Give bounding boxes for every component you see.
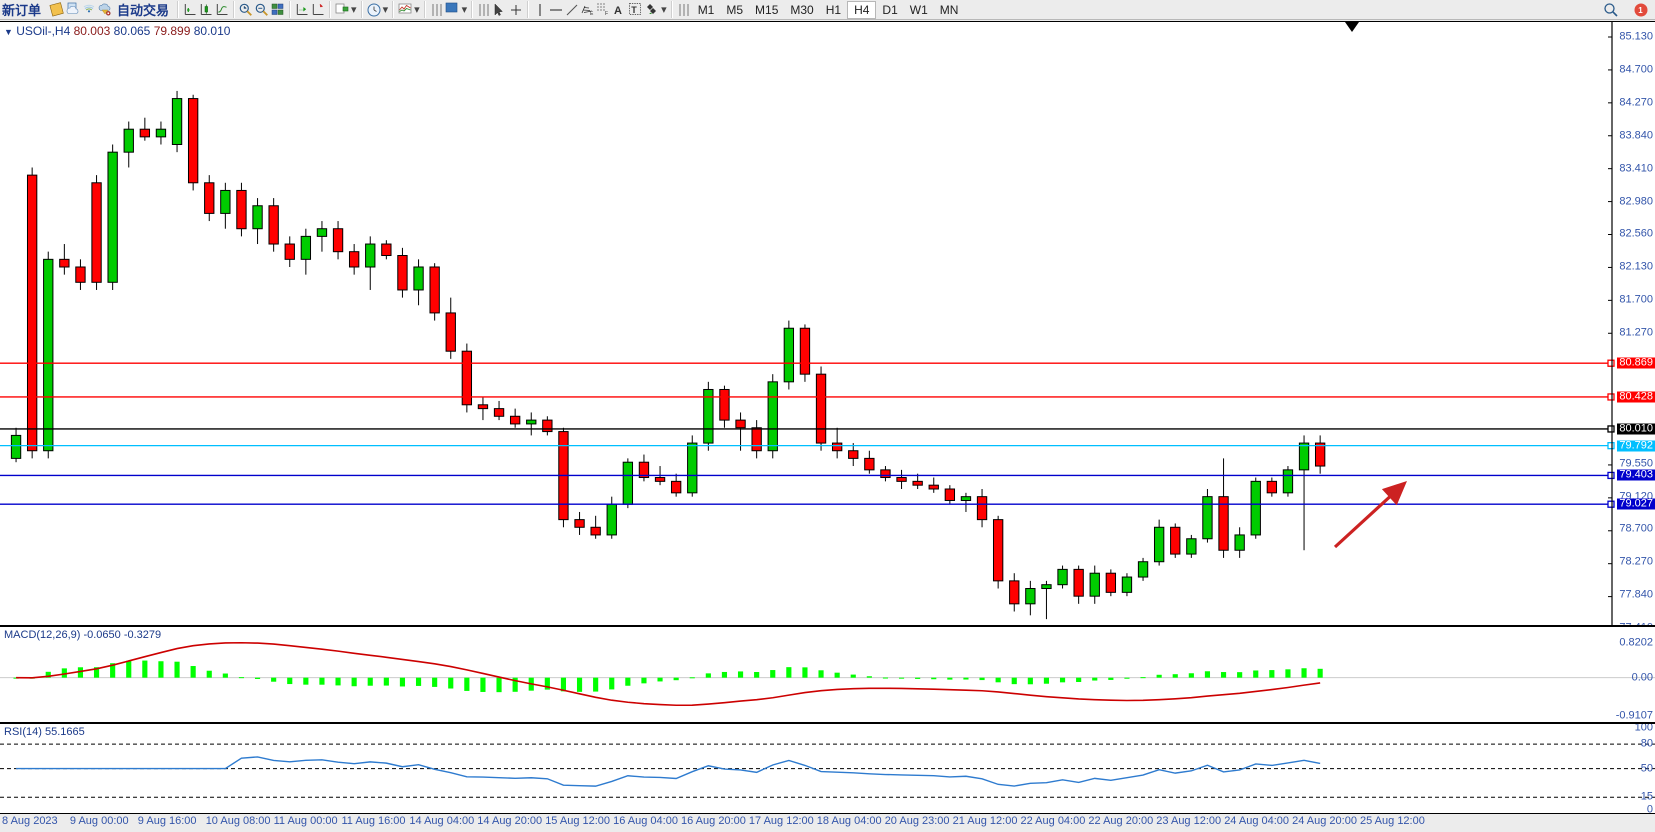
svg-text:F: F (605, 11, 608, 17)
svg-text:T: T (631, 5, 637, 15)
svg-text:E: E (590, 11, 594, 17)
svg-text:A: A (614, 5, 622, 17)
svg-text:1: 1 (1638, 6, 1643, 15)
